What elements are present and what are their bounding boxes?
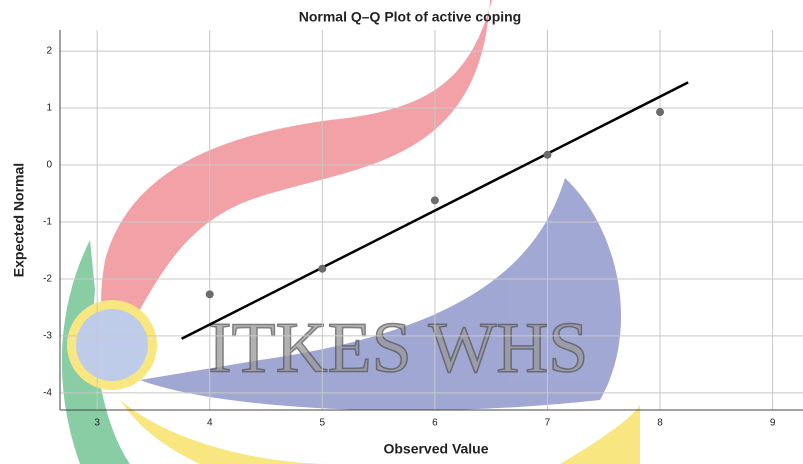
logo-red [101,0,493,360]
chart-title: Normal Q–Q Plot of active coping [299,9,521,25]
x-tick-label: 5 [320,418,326,429]
point [205,290,214,299]
logo-blue [140,178,622,411]
x-tick-label: 4 [207,418,213,429]
y-tick-label: -1 [43,217,52,228]
y-tick-label: 1 [46,103,52,114]
y-tick-label: 0 [46,160,52,171]
point [656,108,665,117]
x-tick-label: 9 [770,418,776,429]
reference-line [181,81,689,340]
y-tick-label: -4 [43,388,52,399]
x-tick-label: 3 [94,418,100,429]
y-tick-label: -2 [43,274,52,285]
logo-globe [76,309,148,381]
logo-yellow [120,400,640,464]
watermark-text: ITKES WHS [208,308,589,388]
point [430,196,439,205]
x-tick-label: 7 [545,418,551,429]
x-tick-label: 8 [657,418,663,429]
logo-green [61,240,130,464]
y-tick-label: -3 [43,331,52,342]
point [318,264,327,273]
y-tick-label: 2 [46,46,52,57]
point [543,150,552,159]
y-axis-label: Expected Normal [11,163,27,277]
x-axis-label: Observed Value [383,441,488,457]
watermark-logo [61,0,640,464]
x-tick-label: 6 [432,418,438,429]
